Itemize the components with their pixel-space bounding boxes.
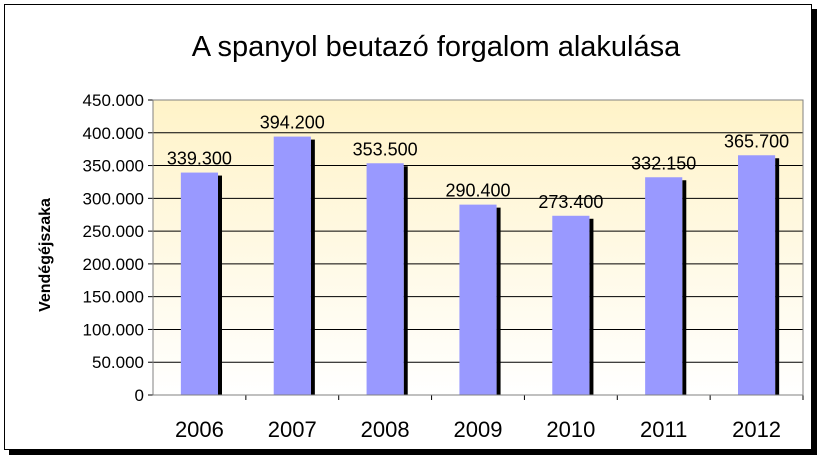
bar-2008 [366,163,404,395]
x-tick-label: 2010 [546,417,595,442]
data-labels: 339.300 394.200 353.500 290.400 273.400 332.1… [167,113,789,212]
bar-shadow [775,158,780,395]
bars [180,136,780,395]
y-tick-label: 50.000 [92,353,144,372]
bar-shadow [682,180,687,395]
y-tick-label: 150.000 [83,288,144,307]
x-tick-label: 2008 [361,417,410,442]
y-tick-label: 250.000 [83,222,144,241]
plot-border [152,99,804,396]
y-tick-label: 100.000 [83,320,144,339]
x-axis-ticks: 2006 2007 2008 2009 2010 2011 2012 [153,394,804,442]
y-tick-label: 0 [135,386,144,405]
x-tick-label: 2006 [175,417,224,442]
y-tick-label: 400.000 [83,124,144,143]
data-label: 273.400 [538,192,603,212]
bar-2009 [459,204,497,395]
data-label: 394.200 [260,113,325,133]
x-tick-label: 2007 [268,417,317,442]
data-label: 339.300 [167,149,232,169]
chart-frame: A spanyol beutazó forgalom alakulása Ven… [4,4,812,450]
bar-shadow [589,218,594,395]
chart-title: A spanyol beutazó forgalom alakulása [192,31,681,63]
bar-shadow [403,166,408,395]
bar-2012 [738,155,776,395]
y-axis-label: Vendégéjszaka [37,198,54,312]
data-label: 290.400 [445,181,510,201]
data-label: 332.150 [631,153,696,173]
bar-shadow [218,175,222,395]
x-tick-label: 2009 [454,417,503,442]
bar-2011 [645,177,683,395]
x-tick-label: 2012 [732,417,781,442]
y-tick-label: 450.000 [83,91,144,110]
bar-shadow [310,139,315,395]
bar-chart: A spanyol beutazó forgalom alakulása Ven… [37,31,804,442]
data-label: 353.500 [353,139,418,159]
data-label: 365.700 [724,131,789,151]
y-tick-label: 350.000 [83,157,144,176]
x-tick-label: 2011 [640,417,687,442]
y-tick-label: 300.000 [83,189,144,208]
y-tick-label: 200.000 [83,255,144,274]
bar-shadow [496,207,501,395]
bar-2010 [552,215,590,395]
bar-2006 [180,172,218,395]
bar-2007 [273,136,311,395]
y-axis-ticks: 0 50.000 100.000 150.000 200.000 250.000 300.0… [83,91,153,405]
